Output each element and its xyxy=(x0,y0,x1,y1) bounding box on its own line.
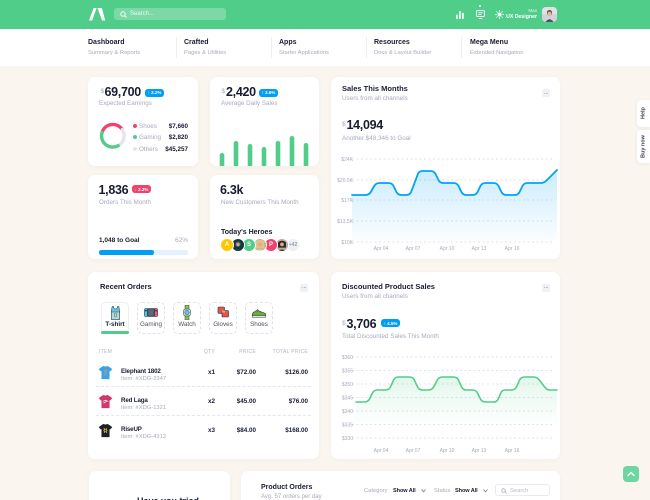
svg-text:Apr 13: Apr 13 xyxy=(472,448,487,454)
svg-text:Apr 07: Apr 07 xyxy=(406,448,421,454)
svg-text:Apr 10: Apr 10 xyxy=(440,246,455,252)
svg-text:$13.5K: $13.5K xyxy=(337,219,354,225)
svg-text:Apr 04: Apr 04 xyxy=(374,448,389,454)
svg-text:Apr 16: Apr 16 xyxy=(505,246,520,252)
svg-text:$350: $350 xyxy=(342,382,353,388)
svg-text:$10K: $10K xyxy=(341,240,353,246)
svg-text:$355: $355 xyxy=(342,369,353,375)
svg-text:$20.5K: $20.5K xyxy=(337,178,354,184)
svg-text:$345: $345 xyxy=(342,396,353,402)
svg-text:$360: $360 xyxy=(342,355,353,361)
svg-text:$330: $330 xyxy=(342,436,353,442)
svg-text:$340: $340 xyxy=(342,409,353,415)
svg-text:$335: $335 xyxy=(342,423,353,429)
svg-text:$24K: $24K xyxy=(341,157,353,163)
svg-text:Apr 07: Apr 07 xyxy=(406,246,421,252)
svg-text:Apr 13: Apr 13 xyxy=(472,246,487,252)
svg-text:$17K: $17K xyxy=(341,198,353,204)
svg-text:Apr 10: Apr 10 xyxy=(440,448,455,454)
svg-text:Apr 16: Apr 16 xyxy=(505,448,520,454)
svg-text:Apr 04: Apr 04 xyxy=(374,246,389,252)
